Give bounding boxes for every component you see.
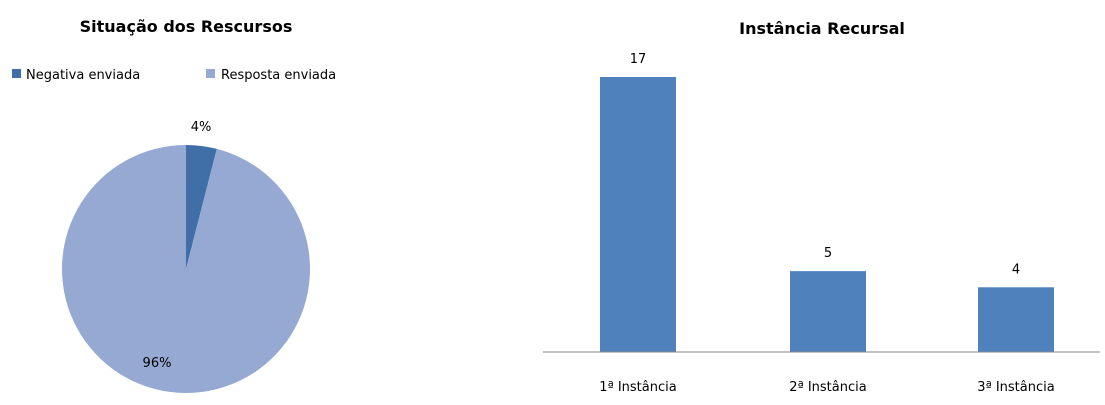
bar-series xyxy=(600,77,1054,352)
bar-chart-title: Instância Recursal xyxy=(739,19,905,38)
pie-chart-title: Situação dos Rescursos xyxy=(80,17,293,36)
pie-slice-resposta-enviada xyxy=(61,145,310,393)
bar-value-label-3: 4 xyxy=(1012,262,1020,277)
legend-label-resposta: Resposta enviada xyxy=(221,68,336,83)
pie-data-label-negativa: 4% xyxy=(191,120,212,135)
pie-slice-negativa-enviada xyxy=(186,145,217,269)
pie-slices xyxy=(61,145,310,393)
legend-swatch-resposta xyxy=(206,69,215,78)
bar-2 xyxy=(790,271,866,352)
legend-swatch-negativa xyxy=(12,69,21,78)
pie-legend: Negativa enviada Resposta enviada xyxy=(12,68,336,83)
x-axis-tick-labels: 1ª Instância 2ª Instância 3ª Instância xyxy=(599,380,1054,395)
x-tick-label-1: 1ª Instância xyxy=(599,380,676,395)
bar-value-label-2: 5 xyxy=(824,246,832,261)
bar-value-label-1: 17 xyxy=(630,52,647,67)
x-tick-label-3: 3ª Instância xyxy=(977,380,1054,395)
pie-data-label-resposta: 96% xyxy=(143,356,172,371)
bar-1 xyxy=(600,77,676,352)
pie-chart: Situação dos Rescursos Negativa enviada … xyxy=(12,17,336,393)
legend-label-negativa: Negativa enviada xyxy=(26,68,140,83)
x-tick-label-2: 2ª Instância xyxy=(789,380,866,395)
bar-3 xyxy=(978,287,1054,352)
